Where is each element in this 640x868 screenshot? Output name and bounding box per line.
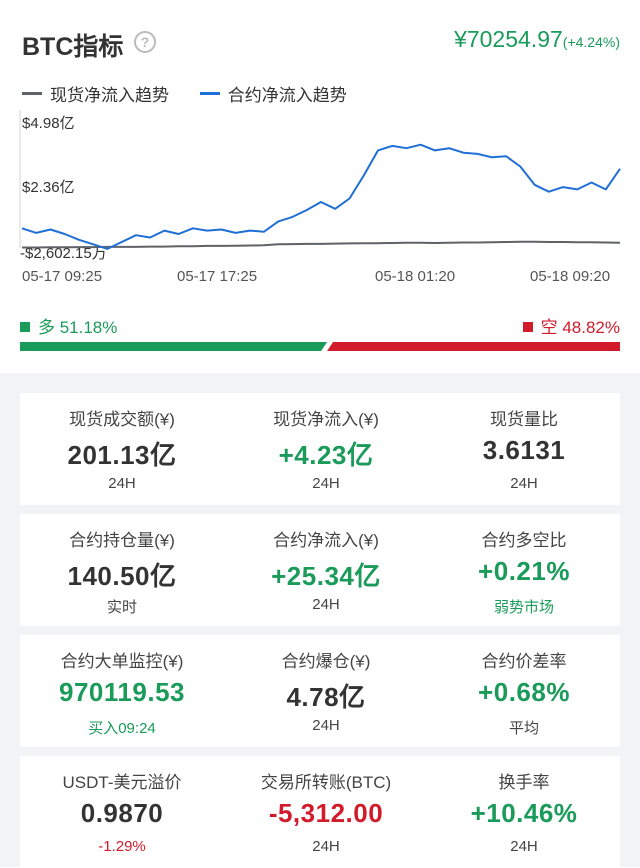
card-liquidations[interactable]: 合约爆仓(¥) 4.78亿 24H <box>224 635 428 747</box>
card-exchange-transfer[interactable]: 交易所转账(BTC) -5,312.00 24H <box>224 756 428 868</box>
help-icon[interactable]: ? <box>134 31 156 53</box>
card-value: +0.68% <box>478 677 570 707</box>
card-value: 201.13亿 <box>67 440 177 470</box>
contract-inflow-line <box>21 143 621 250</box>
card-value: +4.23亿 <box>278 440 374 470</box>
card-label: 合约爆仓(¥) <box>281 652 371 671</box>
long-short-bar <box>20 342 620 351</box>
page-title: BTC指标 <box>22 33 124 61</box>
indicator-grid: 现货成交额(¥) 201.13亿 24H 现货净流入(¥) +4.23亿 24H… <box>0 373 640 868</box>
short-ratio-label: 空 48.82% <box>540 318 620 337</box>
y-tick-label-mid: $2.36亿 <box>22 179 75 196</box>
card-label: USDT-美元溢价 <box>62 773 182 792</box>
card-sub: 买入09:24 <box>88 720 156 737</box>
card-value: -5,312.00 <box>268 798 384 828</box>
card-value: 970119.53 <box>59 677 185 707</box>
short-bar <box>327 342 620 351</box>
legend-spot[interactable]: 现货净流入趋势 <box>22 81 169 106</box>
card-turnover-rate[interactable]: 换手率 +10.46% 24H <box>428 756 620 868</box>
card-long-short-ratio[interactable]: 合约多空比 +0.21% 弱势市场 <box>428 514 620 626</box>
x-tick-label-2: 05-17 17:25 <box>177 268 257 285</box>
card-sub: 24H <box>312 838 340 855</box>
btc-price: ¥70254.97(+4.24%) <box>454 26 620 53</box>
short-square-icon <box>522 322 533 332</box>
card-label: 交易所转账(BTC) <box>260 773 392 792</box>
net-inflow-chart[interactable]: $4.98亿 $2.36亿 -$2,602.15万 05-17 09:25 05… <box>0 108 640 298</box>
y-tick-label-top: $4.98亿 <box>22 115 75 132</box>
card-value: 4.78亿 <box>286 682 366 712</box>
long-ratio-label: 多 51.18% <box>38 318 118 337</box>
card-sub: -1.29% <box>98 838 146 855</box>
card-label: 合约持仓量(¥) <box>69 531 175 550</box>
card-spot-inflow[interactable]: 现货净流入(¥) +4.23亿 24H <box>224 393 428 505</box>
long-ratio: 多 51.18% <box>20 313 117 338</box>
price-change: (+4.24%) <box>562 34 620 50</box>
card-label: 合约价差率 <box>481 652 567 671</box>
short-ratio: 空 48.82% <box>522 313 620 338</box>
legend-spot-swatch <box>22 92 42 95</box>
card-value: +10.46% <box>470 798 578 828</box>
card-sub: 24H <box>108 475 136 492</box>
long-bar <box>20 342 328 351</box>
x-tick-label-1: 05-17 09:25 <box>22 268 102 285</box>
card-value: 0.9870 <box>80 798 164 828</box>
card-label: 合约大单监控(¥) <box>60 652 184 671</box>
card-label: 换手率 <box>498 773 550 792</box>
card-contract-inflow[interactable]: 合约净流入(¥) +25.34亿 24H <box>224 514 428 626</box>
card-label: 合约多空比 <box>481 531 567 550</box>
card-spot-volume-ratio[interactable]: 现货量比 3.6131 24H <box>428 393 620 505</box>
card-sub: 平均 <box>508 720 539 737</box>
card-sub: 实时 <box>106 599 137 616</box>
card-label: 现货成交额(¥) <box>69 410 175 429</box>
card-large-order-monitor[interactable]: 合约大单监控(¥) 970119.53 买入09:24 <box>20 635 224 747</box>
legend-contract-label: 合约净流入趋势 <box>227 86 347 105</box>
spot-inflow-line <box>22 240 621 249</box>
long-square-icon <box>20 322 30 332</box>
card-sub: 弱势市场 <box>493 599 554 616</box>
card-sub: 24H <box>312 475 340 492</box>
legend-contract[interactable]: 合约净流入趋势 <box>199 81 347 106</box>
x-tick-label-3: 05-18 01:20 <box>375 268 455 285</box>
y-tick-label-bottom: -$2,602.15万 <box>20 245 107 262</box>
card-label: 合约净流入(¥) <box>273 531 379 550</box>
card-label: 现货量比 <box>490 410 558 429</box>
card-value: +0.21% <box>478 556 570 586</box>
chart-legend: 现货净流入趋势 合约净流入趋势 <box>22 80 373 106</box>
legend-spot-label: 现货净流入趋势 <box>50 86 169 105</box>
indicator-header: BTC指标 ? ¥70254.97(+4.24%) <box>0 0 640 70</box>
card-open-interest[interactable]: 合约持仓量(¥) 140.50亿 实时 <box>20 514 224 626</box>
x-tick-label-4: 05-18 09:20 <box>530 268 610 285</box>
card-sub: 24H <box>312 717 340 734</box>
card-usdt-premium[interactable]: USDT-美元溢价 0.9870 -1.29% <box>20 756 224 868</box>
card-label: 现货净流入(¥) <box>273 410 379 429</box>
card-sub: 24H <box>312 596 340 613</box>
legend-contract-swatch <box>199 92 220 95</box>
card-basis-rate[interactable]: 合约价差率 +0.68% 平均 <box>428 635 620 747</box>
price-value: ¥70254.97 <box>454 26 563 52</box>
card-sub: 24H <box>510 838 538 855</box>
card-sub: 24H <box>510 475 538 492</box>
card-spot-volume[interactable]: 现货成交额(¥) 201.13亿 24H <box>20 393 224 505</box>
card-value: 140.50亿 <box>67 561 177 591</box>
card-value: 3.6131 <box>482 435 566 465</box>
card-value: +25.34亿 <box>271 561 381 591</box>
